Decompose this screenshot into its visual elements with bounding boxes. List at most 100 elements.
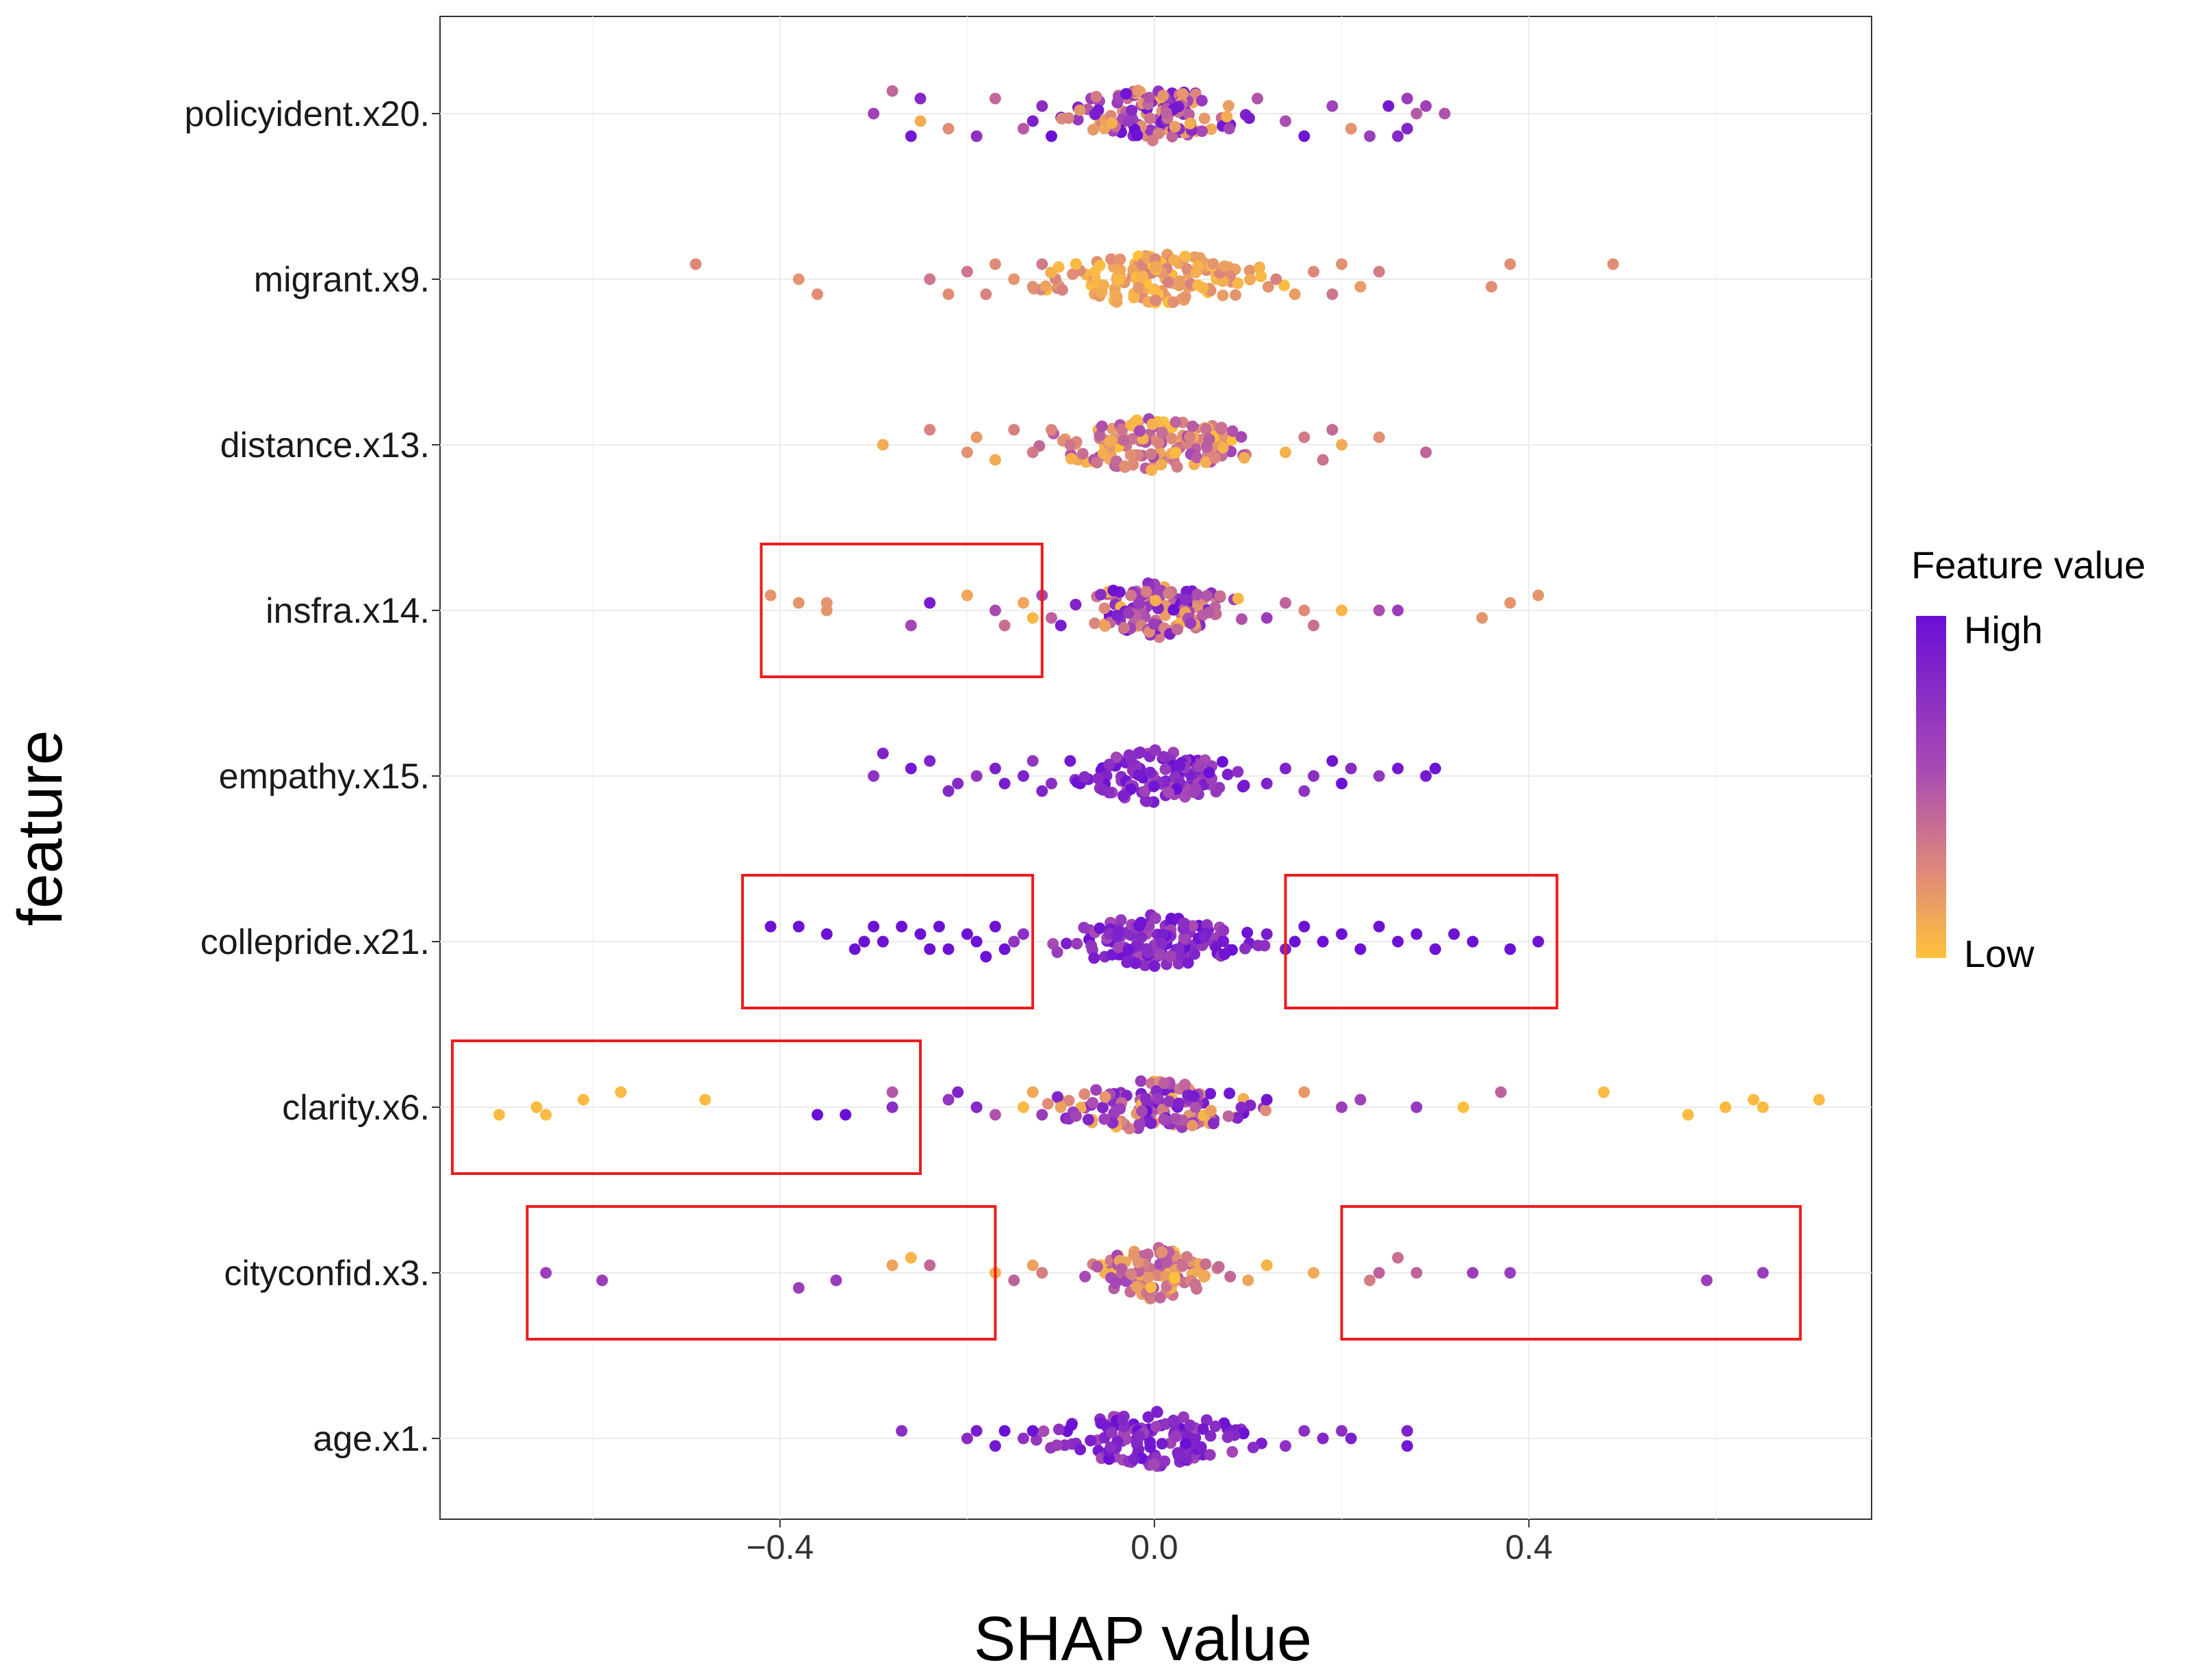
scatter-point [905,762,917,775]
scatter-point [1095,1417,1107,1430]
scatter-point [1243,112,1255,125]
scatter-point [1097,1101,1109,1113]
scatter-point [1094,429,1106,441]
scatter-point [970,770,983,782]
scatter-point [1237,1427,1250,1440]
scatter-point [1148,960,1161,972]
scatter-point [942,785,955,797]
scatter-point [1169,416,1182,428]
scatter-point [1120,88,1132,100]
scatter-point [1133,425,1146,437]
scatter-point [1179,593,1191,606]
scatter-point [1373,770,1385,782]
scatter-point [1216,755,1228,768]
scatter-point [1231,1112,1243,1124]
scatter-point [1260,777,1273,790]
scatter-point [1223,122,1235,135]
scatter-point [1107,584,1120,597]
x-tick-labels: −0.4 0.0 0.4 [746,1519,1553,1566]
scatter-point [1748,1094,1759,1106]
scatter-point [1180,1438,1192,1449]
scatter-point [1161,1255,1173,1267]
scatter-point [1222,1110,1234,1122]
legend-title: Feature value [1911,543,2145,586]
scatter-point [1008,1274,1020,1287]
scatter-point [868,107,880,120]
scatter-point [1192,279,1204,292]
scatter-point [1165,951,1177,963]
scatter-point [1813,1094,1825,1106]
scatter-point [1151,1406,1163,1419]
scatter-point [1112,942,1124,953]
scatter-point [1200,456,1212,468]
scatter-point [1504,1267,1516,1279]
scatter-point [1133,769,1145,781]
scatter-point [1198,112,1211,125]
scatter-point [1149,744,1161,756]
scatter-point [1345,762,1357,775]
scatter-point [989,762,1001,775]
scatter-point [1042,1098,1054,1110]
scatter-point [1026,755,1039,767]
scatter-point [952,777,964,790]
scatter-point [1345,122,1357,135]
scatter-point [1150,1421,1162,1433]
scatter-point [1091,456,1103,469]
scatter-point [1476,612,1488,624]
scatter-point [1145,1281,1157,1293]
scatter-point [1163,1095,1175,1107]
scatter-point [1155,458,1167,471]
scatter-point [1174,275,1186,287]
scatter-point [1326,755,1339,767]
scatter-point [961,1432,973,1445]
scatter-point [1326,100,1339,112]
scatter-point [1280,762,1291,775]
highlight-boxes [451,543,1802,1341]
scatter-point [1087,124,1099,135]
scatter-point [989,454,1001,466]
scatter-point [980,951,992,963]
scatter-point [1448,928,1460,940]
scatter-point [1169,446,1182,458]
scatter-point [1144,112,1156,125]
scatter-point [1111,610,1124,621]
scatter-point [1241,927,1254,939]
scatter-point [1166,131,1178,143]
scatter-point [1157,751,1169,763]
scatter-point [1317,454,1329,466]
scatter-point [1200,423,1213,435]
scatter-point [942,1094,955,1106]
scatter-point [1213,1261,1225,1273]
scatter-point [1131,129,1143,142]
scatter-point [1076,448,1089,460]
scatter-point [1184,1419,1196,1432]
scatter-point [1026,1086,1039,1098]
scatter-point [1139,794,1152,807]
scatter-point [1122,607,1135,619]
scatter-point [989,1440,1001,1452]
y-tick-label: insfra.x14. [266,591,430,631]
scatter-point [1232,593,1244,605]
scatter-point [1239,942,1251,955]
scatter-point [1008,424,1020,436]
scatter-point [1065,452,1077,465]
scatter-point [1222,100,1234,112]
scatter-point [1354,281,1367,293]
scatter-point [1203,433,1215,445]
scatter-point [1200,1258,1212,1270]
scatter-point [820,597,833,609]
scatter-point [1373,266,1385,278]
scatter-point [1133,597,1145,610]
scatter-point [1103,758,1115,771]
scatter-point [1070,258,1082,270]
scatter-point [1205,123,1217,135]
scatter-point [1082,1113,1094,1126]
scatter-point [1039,280,1052,292]
scatter-point [1092,773,1104,785]
scatter-point [1136,1105,1148,1117]
scatter-point [1221,1431,1234,1443]
scatter-point [905,619,917,632]
scatter-point [1195,94,1208,107]
scatter-point [1018,122,1029,135]
scatter-point [858,935,870,948]
